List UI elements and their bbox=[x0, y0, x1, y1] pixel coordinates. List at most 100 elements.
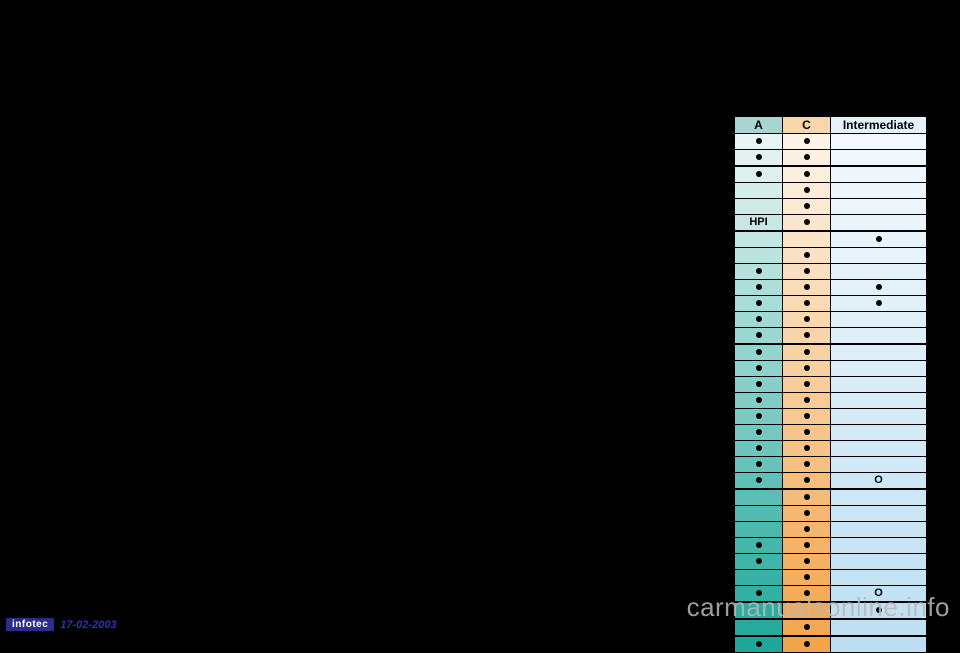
cell-a bbox=[735, 296, 783, 312]
cell-a bbox=[735, 231, 783, 248]
cell-a bbox=[735, 489, 783, 506]
table-row bbox=[735, 199, 927, 215]
cell-a bbox=[735, 409, 783, 425]
cell-i bbox=[831, 361, 927, 377]
cell-i bbox=[831, 215, 927, 232]
table-row bbox=[735, 441, 927, 457]
cell-i bbox=[831, 328, 927, 345]
table-row bbox=[735, 150, 927, 167]
table-row bbox=[735, 489, 927, 506]
cell-i bbox=[831, 506, 927, 522]
cell-c bbox=[783, 636, 831, 653]
cell-a bbox=[735, 150, 783, 167]
table-row bbox=[735, 328, 927, 345]
cell-i bbox=[831, 166, 927, 183]
cell-c bbox=[783, 441, 831, 457]
cell-c bbox=[783, 312, 831, 328]
cell-c bbox=[783, 554, 831, 570]
cell-i bbox=[831, 280, 927, 296]
table-row bbox=[735, 409, 927, 425]
cell-c bbox=[783, 199, 831, 215]
cell-c bbox=[783, 264, 831, 280]
cell-c bbox=[783, 280, 831, 296]
cell-i bbox=[831, 538, 927, 554]
cell-a bbox=[735, 425, 783, 441]
cell-c bbox=[783, 296, 831, 312]
cell-c bbox=[783, 506, 831, 522]
cell-i bbox=[831, 248, 927, 264]
cell-a bbox=[735, 344, 783, 361]
cell-c bbox=[783, 215, 831, 232]
cell-i bbox=[831, 441, 927, 457]
cell-i bbox=[831, 636, 927, 653]
cell-i bbox=[831, 409, 927, 425]
table-row bbox=[735, 183, 927, 199]
cell-a bbox=[735, 441, 783, 457]
cell-a bbox=[735, 361, 783, 377]
cell-i bbox=[831, 377, 927, 393]
table-row bbox=[735, 280, 927, 296]
cell-a: HPI bbox=[735, 215, 783, 232]
cell-i bbox=[831, 312, 927, 328]
table-row bbox=[735, 231, 927, 248]
cell-c bbox=[783, 457, 831, 473]
table-row bbox=[735, 522, 927, 538]
cell-a bbox=[735, 538, 783, 554]
cell-c bbox=[783, 570, 831, 586]
cell-a bbox=[735, 280, 783, 296]
service-table: A C Intermediate HPIOO bbox=[734, 116, 926, 653]
table-row bbox=[735, 570, 927, 586]
cell-c bbox=[783, 425, 831, 441]
cell-a bbox=[735, 264, 783, 280]
cell-i bbox=[831, 150, 927, 167]
cell-a bbox=[735, 312, 783, 328]
cell-a bbox=[735, 393, 783, 409]
table-row bbox=[735, 457, 927, 473]
table-row bbox=[735, 361, 927, 377]
table-row bbox=[735, 377, 927, 393]
header-row: A C Intermediate bbox=[735, 117, 927, 134]
cell-i bbox=[831, 457, 927, 473]
cell-c bbox=[783, 166, 831, 183]
table-row bbox=[735, 264, 927, 280]
table-row bbox=[735, 538, 927, 554]
service-grid: A C Intermediate HPIOO bbox=[734, 116, 927, 653]
cell-c bbox=[783, 134, 831, 150]
table-row: O bbox=[735, 473, 927, 490]
cell-a bbox=[735, 377, 783, 393]
cell-i bbox=[831, 344, 927, 361]
cell-i bbox=[831, 393, 927, 409]
table-row bbox=[735, 296, 927, 312]
cell-a bbox=[735, 248, 783, 264]
footer: infotec 17-02-2003 bbox=[6, 618, 117, 631]
cell-c bbox=[783, 409, 831, 425]
table-row bbox=[735, 248, 927, 264]
cell-a bbox=[735, 134, 783, 150]
cell-c bbox=[783, 538, 831, 554]
table-row bbox=[735, 312, 927, 328]
table-row bbox=[735, 344, 927, 361]
cell-c bbox=[783, 522, 831, 538]
cell-c bbox=[783, 231, 831, 248]
cell-c bbox=[783, 150, 831, 167]
cell-a bbox=[735, 570, 783, 586]
table-row bbox=[735, 166, 927, 183]
cell-a bbox=[735, 183, 783, 199]
cell-a bbox=[735, 554, 783, 570]
cell-a bbox=[735, 636, 783, 653]
table-row bbox=[735, 425, 927, 441]
table-row bbox=[735, 393, 927, 409]
table-row bbox=[735, 506, 927, 522]
cell-i bbox=[831, 425, 927, 441]
cell-c bbox=[783, 393, 831, 409]
cell-a bbox=[735, 473, 783, 490]
cell-c bbox=[783, 377, 831, 393]
cell-i bbox=[831, 264, 927, 280]
table-row bbox=[735, 134, 927, 150]
cell-a bbox=[735, 457, 783, 473]
cell-i bbox=[831, 522, 927, 538]
table-row bbox=[735, 636, 927, 653]
cell-a bbox=[735, 506, 783, 522]
header-a: A bbox=[735, 117, 783, 134]
cell-c bbox=[783, 344, 831, 361]
